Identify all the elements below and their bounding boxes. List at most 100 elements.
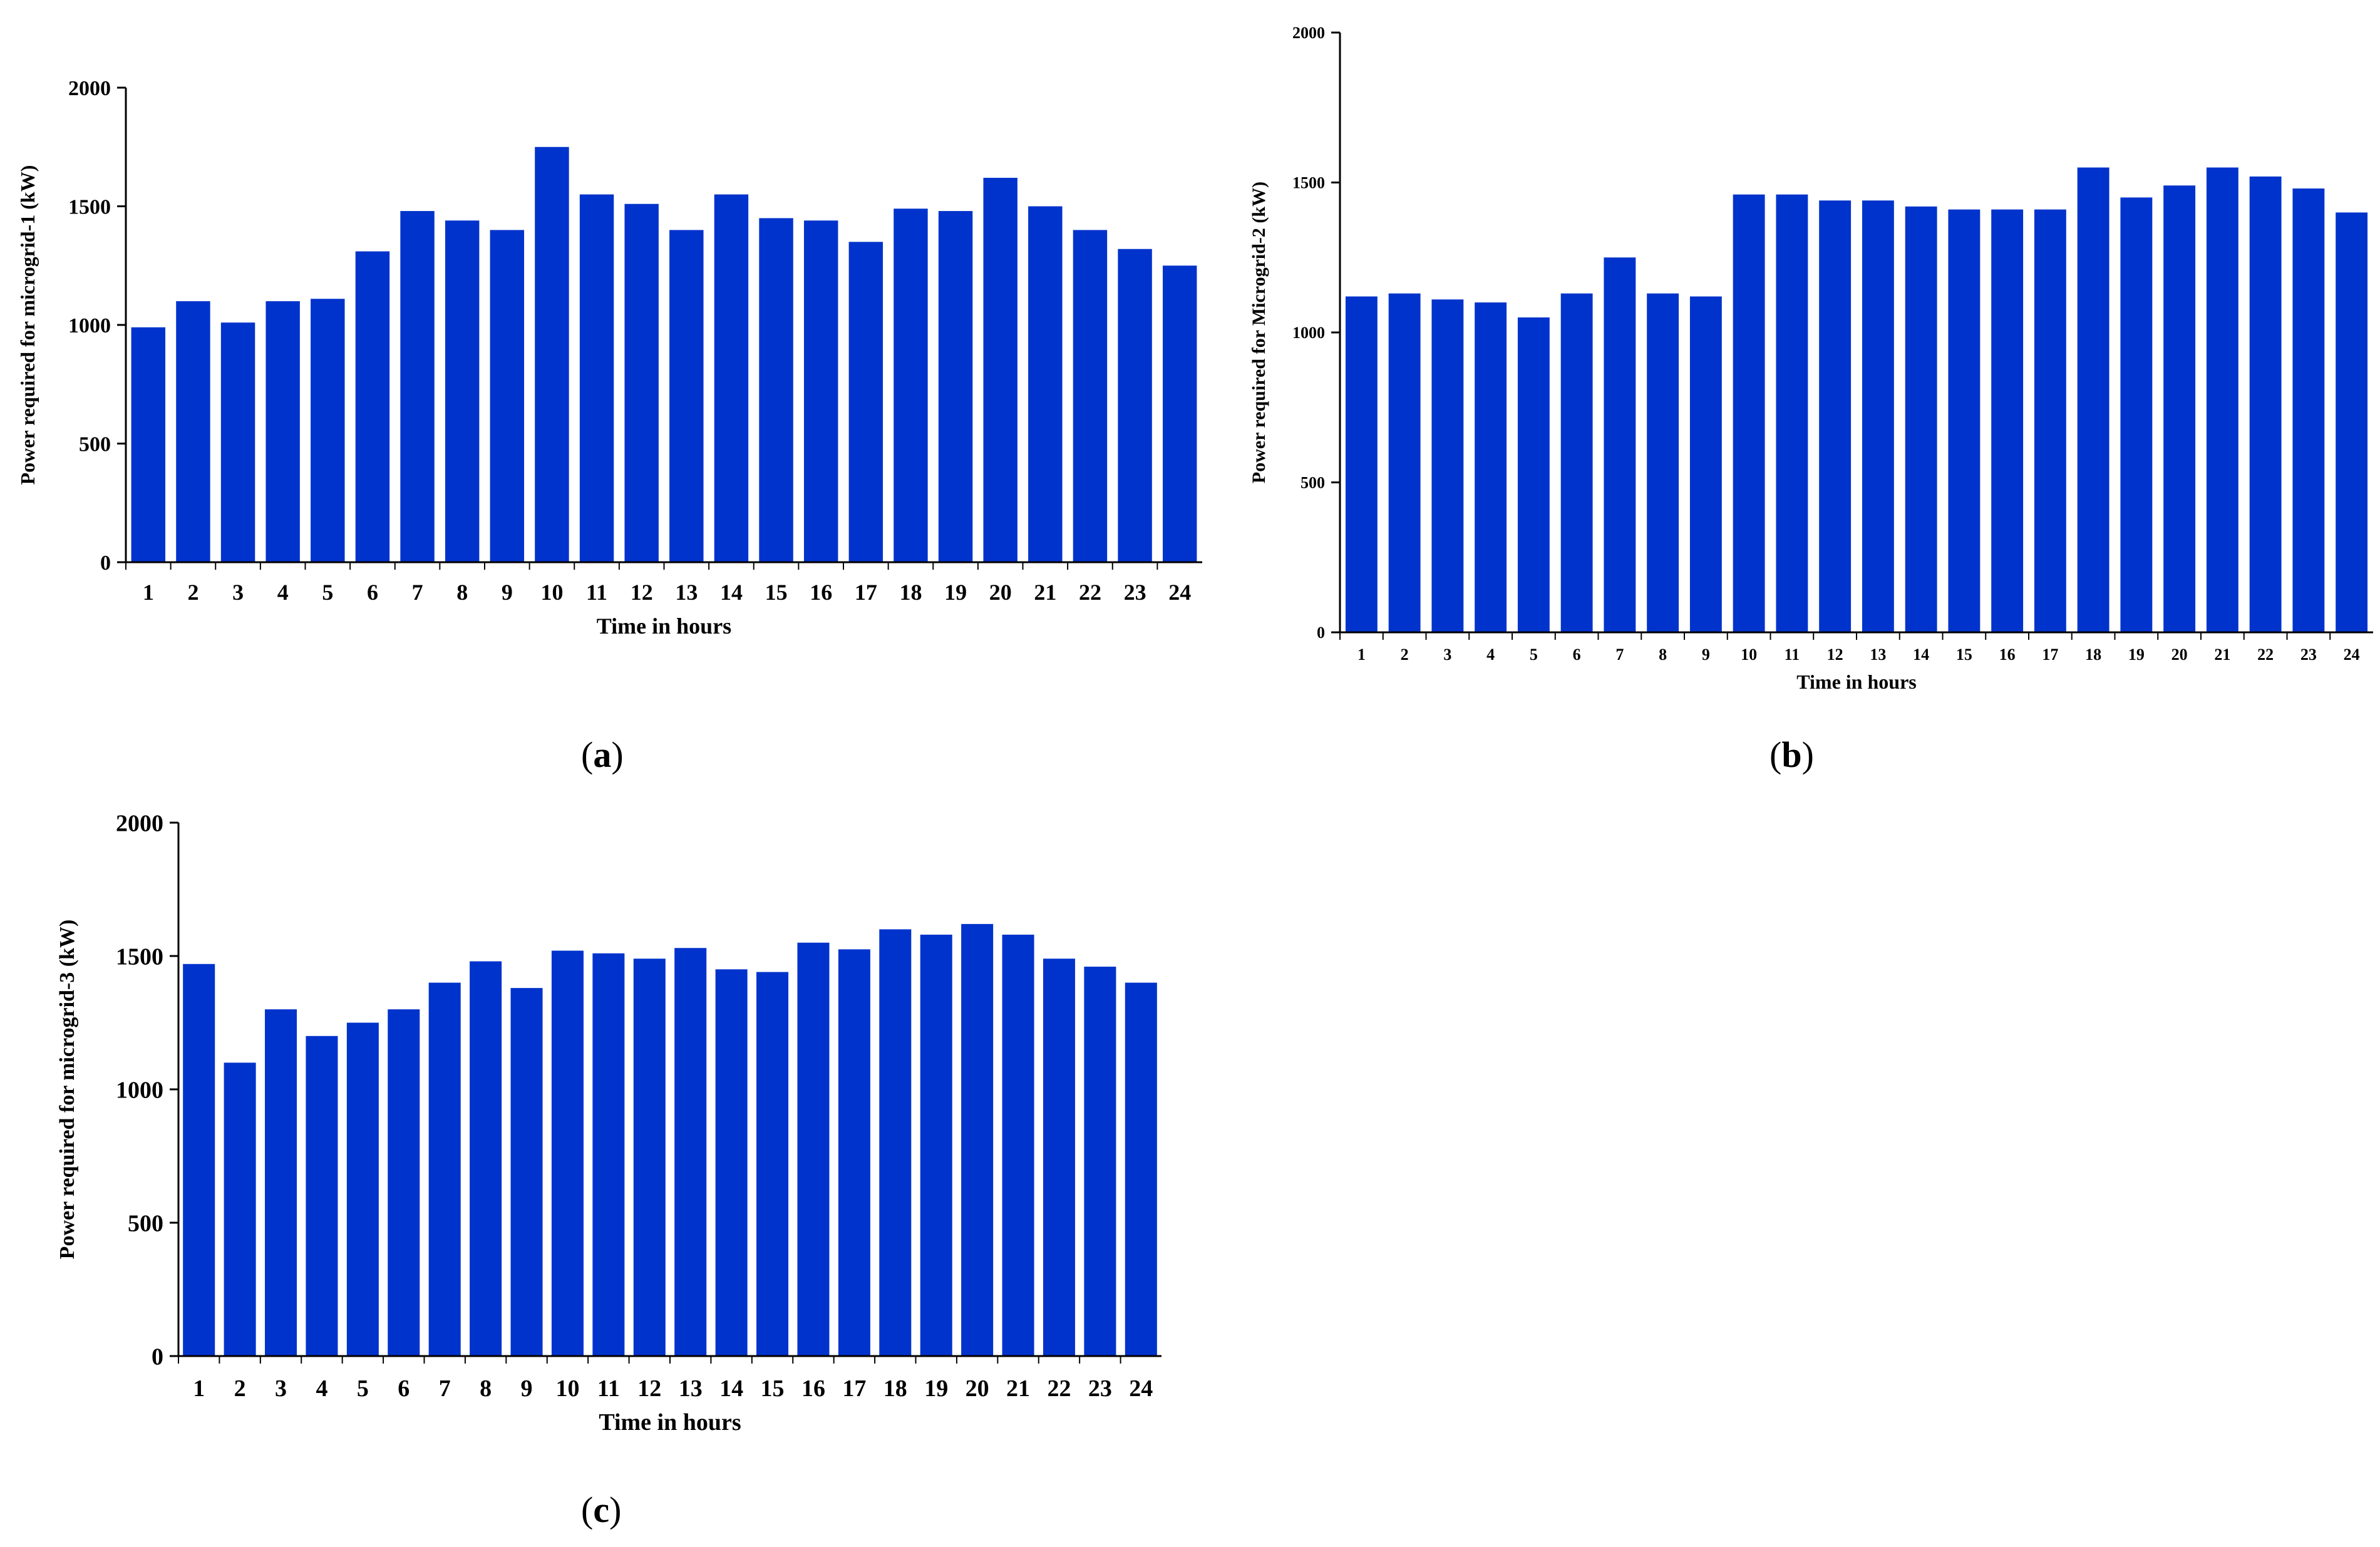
x-tick-label-c: 2 (234, 1375, 246, 1402)
bar-a-4 (265, 301, 300, 562)
bar-c-2 (224, 1062, 256, 1356)
x-tick-label-a: 9 (502, 580, 513, 605)
bar-c-21 (1002, 934, 1034, 1356)
y-tick-label-b: 1500 (1292, 174, 1325, 192)
bar-c-15 (756, 972, 789, 1356)
chart-panel-b: 0 500 1000 1500 2000 1 2 3 4 5 6 7 8 9 10 11 12 13 14 15 16 1… (1227, 0, 2380, 707)
x-tick-label-b: 17 (2042, 645, 2058, 664)
bars-a (131, 146, 1197, 563)
bar-a-21 (1028, 206, 1063, 562)
y-axis-title-c: Power required for microgrid-3 (kW) (56, 920, 79, 1260)
bar-c-14 (715, 969, 748, 1356)
x-tick-label-b: 3 (1443, 645, 1451, 664)
bar-a-24 (1162, 265, 1197, 562)
x-tick-label-c: 3 (275, 1375, 287, 1402)
bar-b-13 (1862, 200, 1894, 632)
bar-a-11 (579, 194, 614, 562)
chart-panel-a: 0 500 1000 1500 2000 1 2 3 4 5 6 7 8 9 10 11 12 13 14 15 16 1… (0, 0, 1227, 664)
x-tick-label-b: 8 (1659, 645, 1667, 664)
bar-b-23 (2292, 188, 2325, 633)
bar-a-9 (490, 230, 525, 562)
bar-b-16 (1991, 209, 2024, 632)
y-axis-title-a: Power required for microgrid-1 (kW) (16, 165, 39, 485)
bar-a-14 (714, 194, 749, 562)
bar-c-24 (1125, 982, 1157, 1356)
bar-b-8 (1647, 293, 1679, 633)
x-tick-label-a: 15 (765, 580, 788, 605)
x-tick-label-b: 2 (1401, 645, 1409, 664)
bar-b-9 (1689, 296, 1722, 632)
x-tick-label-c: 15 (761, 1375, 785, 1402)
bar-a-22 (1073, 230, 1108, 562)
x-tick-label-a: 4 (277, 580, 289, 605)
y-tick-label-a: 1500 (68, 195, 111, 218)
bar-b-2 (1388, 293, 1421, 633)
x-tick-label-b: 18 (2085, 645, 2101, 664)
x-axis-title-a: Time in hours (597, 614, 731, 639)
y-tick-label-c: 500 (128, 1210, 163, 1236)
x-tick-label-b: 19 (2128, 645, 2145, 664)
bars-c (183, 923, 1157, 1356)
x-tick-label-a: 20 (989, 580, 1012, 605)
bar-c-7 (428, 982, 461, 1356)
x-tick-label-c: 5 (357, 1375, 369, 1402)
x-tick-label-b: 22 (2257, 645, 2274, 664)
bar-a-5 (311, 299, 345, 562)
bar-a-8 (445, 220, 480, 562)
bar-c-9 (510, 988, 543, 1356)
x-tick-label-c: 21 (1006, 1375, 1030, 1402)
x-tick-label-a: 8 (456, 580, 468, 605)
bar-c-12 (633, 959, 666, 1356)
x-tick-label-c: 7 (439, 1375, 451, 1402)
y-tick-label-b: 0 (1317, 624, 1325, 642)
bar-b-18 (2077, 167, 2110, 632)
bar-b-14 (1905, 206, 1937, 632)
y-tick-label-c: 1500 (116, 943, 163, 970)
bar-c-8 (470, 961, 502, 1356)
x-tick-label-a: 3 (232, 580, 244, 605)
x-tick-label-a: 11 (586, 580, 607, 605)
x-tick-label-c: 6 (398, 1375, 410, 1402)
x-tick-label-c: 20 (966, 1375, 989, 1402)
bar-b-10 (1733, 194, 1765, 632)
bar-c-23 (1084, 967, 1116, 1356)
bar-b-20 (2163, 185, 2196, 632)
bar-b-24 (2336, 212, 2368, 632)
bar-a-2 (176, 301, 210, 562)
bar-a-3 (220, 322, 255, 562)
x-tick-label-c: 19 (924, 1375, 948, 1402)
x-tick-label-b: 24 (2344, 645, 2360, 664)
x-tick-label-a: 19 (944, 580, 967, 605)
bar-c-11 (592, 953, 625, 1356)
x-tick-label-b: 15 (1956, 645, 1972, 664)
bar-a-18 (894, 208, 928, 562)
y-tick-label-b: 500 (1301, 474, 1325, 492)
bar-b-12 (1819, 200, 1852, 632)
x-tick-label-c: 11 (597, 1375, 620, 1402)
bar-c-19 (920, 934, 952, 1356)
x-tick-label-a: 22 (1079, 580, 1101, 605)
x-tick-label-c: 14 (719, 1375, 743, 1402)
bar-c-18 (879, 929, 912, 1356)
x-tick-label-b: 14 (1913, 645, 1929, 664)
bar-c-20 (961, 923, 994, 1356)
x-tick-label-b: 1 (1357, 645, 1366, 664)
x-tick-label-a: 5 (322, 580, 333, 605)
x-tick-label-b: 11 (1785, 645, 1800, 664)
bar-b-15 (1948, 209, 1981, 632)
bar-b-5 (1517, 317, 1550, 632)
x-tick-label-c: 13 (679, 1375, 703, 1402)
bar-b-4 (1475, 302, 1507, 633)
x-tick-label-c: 17 (842, 1375, 866, 1402)
bar-a-17 (848, 242, 883, 562)
x-tick-label-a: 10 (540, 580, 563, 605)
x-tick-label-a: 13 (675, 580, 698, 605)
y-tick-label-a: 500 (79, 433, 111, 456)
x-tick-label-a: 12 (631, 580, 653, 605)
bar-c-3 (265, 1009, 297, 1356)
caption-c-letter: c (593, 1489, 610, 1530)
bar-c-1 (183, 964, 215, 1356)
